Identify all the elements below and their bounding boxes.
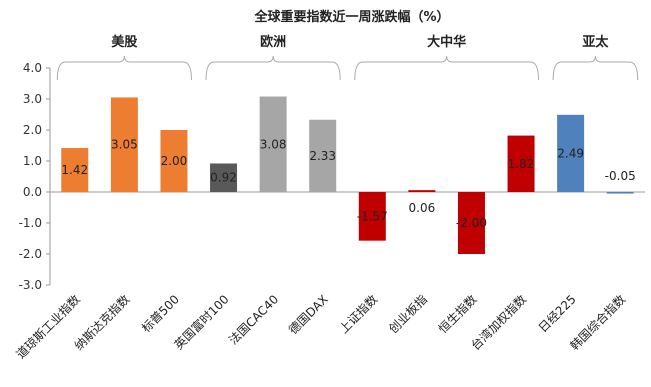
bar (61, 147, 89, 192)
bar (507, 135, 535, 192)
x-tick-label: 法国CAC40 (226, 292, 281, 347)
data-label: 0.92 (210, 171, 237, 185)
group-bracket (56, 55, 192, 81)
y-tick-label: 2.0 (23, 123, 42, 137)
data-label: 1.82 (508, 157, 535, 171)
bar (408, 190, 436, 192)
group-bracket (205, 55, 341, 81)
bar (358, 192, 386, 241)
x-tick-label: 道琼斯工业指数 (13, 292, 83, 362)
data-label: 3.05 (111, 138, 138, 152)
data-label: -1.57 (357, 209, 388, 223)
bar (210, 163, 238, 192)
bar (160, 130, 188, 192)
group-label: 亚太 (582, 34, 609, 50)
group-bracket (552, 55, 639, 81)
group-bracket (354, 55, 540, 81)
bar (309, 119, 337, 192)
y-tick-label: 1.0 (23, 154, 42, 168)
data-label: 1.42 (61, 163, 88, 177)
x-tick-label: 恒生指数 (435, 292, 480, 337)
data-label: 2.49 (557, 146, 584, 160)
data-label: 2.33 (309, 149, 336, 163)
group-label: 美股 (111, 34, 137, 50)
bar (259, 96, 287, 192)
x-tick-label: 标普500 (139, 292, 182, 335)
bar (457, 192, 485, 254)
bar (110, 97, 138, 192)
y-tick-label: 0.0 (23, 185, 42, 199)
y-tick-label: -3.0 (19, 278, 42, 292)
data-label: 3.08 (260, 137, 287, 151)
x-tick-label: 创业板指 (385, 292, 430, 337)
data-label: 0.06 (409, 201, 436, 215)
data-label: 2.00 (161, 154, 188, 168)
group-label: 欧洲 (260, 34, 286, 50)
data-label: -2.00 (456, 216, 487, 230)
data-label: -0.05 (605, 169, 636, 183)
x-tick-label: 德国DAX (285, 292, 331, 338)
chart-title: 全球重要指数近一周涨跌幅（%） (253, 9, 449, 25)
y-tick-label: 4.0 (23, 61, 42, 75)
y-tick-label: -2.0 (19, 247, 42, 261)
x-tick-label: 上证指数 (336, 292, 381, 337)
bar (606, 192, 634, 194)
x-tick-label: 日经225 (536, 292, 579, 335)
y-tick-label: -1.0 (19, 216, 42, 230)
y-tick-label: 3.0 (23, 92, 42, 106)
group-label: 大中华 (427, 34, 466, 50)
bar (557, 114, 585, 192)
